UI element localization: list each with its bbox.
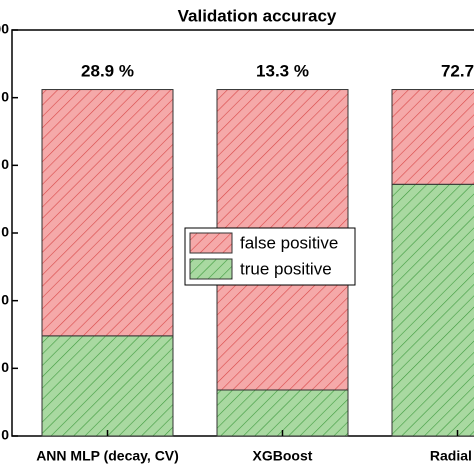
y-tick-label: 0	[1, 156, 9, 172]
chart-title: Validation accuracy	[178, 6, 337, 25]
legend-swatch	[189, 258, 233, 280]
legend-label: true positive	[240, 259, 332, 278]
bar-annotation: 28.9 %	[81, 61, 134, 80]
legend-swatch	[189, 232, 233, 254]
y-tick-label: 0	[1, 291, 9, 307]
y-tick-label: 00	[0, 21, 9, 37]
bar-segment	[216, 389, 349, 437]
legend: false positive true positive	[184, 227, 356, 286]
bar-segment	[41, 335, 174, 437]
y-tick-label: 0	[1, 359, 9, 375]
bar-annotation: 72.7	[441, 61, 474, 80]
x-tick-label: Radial S	[430, 448, 474, 464]
legend-label: false positive	[240, 233, 338, 252]
y-tick-label: 0	[1, 88, 9, 104]
y-tick-label: 0	[1, 427, 9, 443]
bar-segment	[41, 89, 174, 337]
bar-segment	[391, 89, 474, 185]
x-tick-label: XGBoost	[253, 448, 313, 464]
bar-annotation: 13.3 %	[256, 61, 309, 80]
x-tick-label: ANN MLP (decay, CV)	[36, 448, 179, 464]
y-tick-label: 0	[1, 224, 9, 240]
bar-segment	[391, 183, 474, 437]
